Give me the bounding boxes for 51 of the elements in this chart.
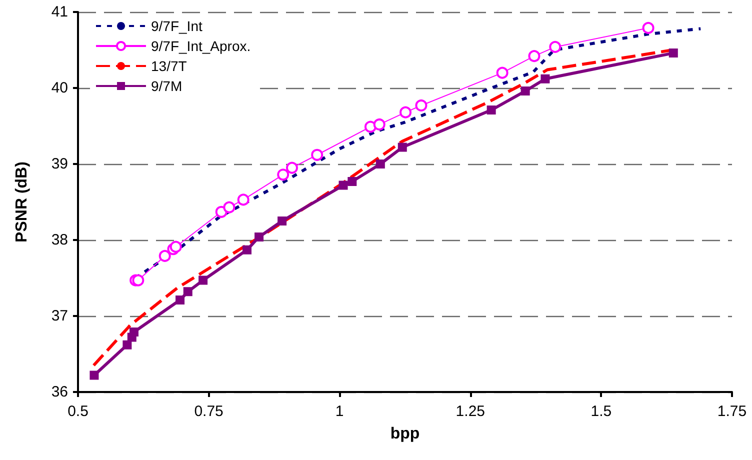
- point: [398, 142, 407, 152]
- y-tick-label: 39: [51, 156, 68, 172]
- point: [486, 106, 496, 115]
- legend-label: 9/7F_Int_Aprox.: [151, 38, 251, 54]
- point: [668, 48, 678, 58]
- point: [496, 66, 508, 79]
- x-tick-label: 1.5: [590, 403, 612, 420]
- point: [158, 250, 171, 262]
- point: [338, 180, 348, 190]
- point: [348, 176, 357, 186]
- point: [176, 296, 185, 305]
- y-tick-label: 40: [51, 80, 68, 96]
- point: [311, 148, 324, 161]
- y-tick-label: 37: [51, 308, 68, 324]
- point: [278, 216, 287, 226]
- y-tick-label: 41: [51, 4, 68, 20]
- x-tick-label: 1.75: [717, 403, 747, 420]
- point: [132, 274, 144, 286]
- point: [254, 232, 264, 242]
- x-tick-label: 0.75: [194, 403, 224, 420]
- point: [198, 276, 208, 285]
- point: [549, 40, 562, 53]
- y-axis-title: PSNR (dB): [14, 162, 30, 242]
- point: [642, 22, 654, 34]
- point: [376, 160, 385, 168]
- point: [540, 74, 550, 84]
- point: [183, 287, 192, 296]
- point: [237, 194, 250, 206]
- point: [170, 240, 182, 253]
- y-tick-label: 36: [51, 384, 68, 400]
- point: [520, 86, 530, 96]
- legend-label: 9/7F_Int: [151, 18, 202, 34]
- point: [129, 327, 138, 336]
- point: [528, 50, 540, 62]
- point: [286, 162, 298, 174]
- x-tick-label: 1.25: [456, 403, 485, 420]
- point: [223, 201, 236, 214]
- point: [415, 99, 428, 112]
- point: [277, 168, 290, 181]
- legend-label: 13/7T: [151, 58, 188, 74]
- point: [400, 106, 412, 118]
- y-tick-label: 38: [51, 232, 68, 248]
- point: [364, 120, 376, 133]
- x-tick-label: 0.5: [68, 403, 88, 420]
- point: [242, 245, 252, 254]
- point: [122, 340, 132, 350]
- legend-label: 9/7M: [151, 78, 182, 94]
- x-tick-label: 1: [335, 403, 344, 420]
- x-axis-title: bpp: [390, 426, 420, 442]
- point: [373, 118, 386, 130]
- point: [90, 370, 99, 380]
